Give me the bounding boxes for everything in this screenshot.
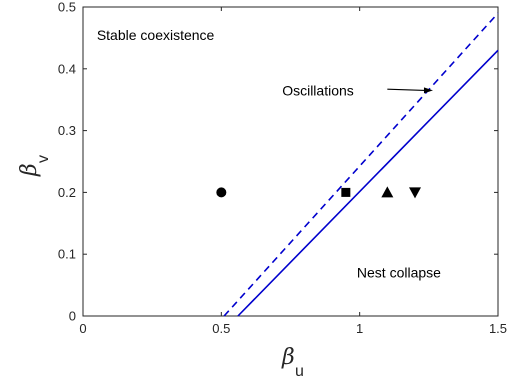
x-axis-label: β u bbox=[281, 345, 304, 380]
y-tick-label: 0.2 bbox=[58, 185, 76, 200]
data-markers bbox=[216, 186, 421, 199]
boundary-lines bbox=[223, 12, 499, 317]
arrow-shaft bbox=[387, 88, 426, 92]
annotation-oscillations: Oscillations bbox=[282, 82, 354, 98]
x-tick-label: 0 bbox=[79, 321, 86, 336]
circle-marker bbox=[216, 187, 227, 198]
solid-boundary-line bbox=[237, 49, 499, 317]
y-tick-label: 0.3 bbox=[58, 123, 76, 138]
x-tick-label: 1 bbox=[356, 321, 363, 336]
arrow-head-icon bbox=[423, 87, 433, 94]
y-tick-label: 0.5 bbox=[58, 0, 76, 15]
x-tick-label: 1.5 bbox=[489, 321, 507, 336]
triangle-down-marker bbox=[409, 187, 421, 199]
plot-area bbox=[82, 6, 499, 317]
axis-ticks: 0 0.5 1 1.5 0 0.1 0.2 0.3 0.4 0.5 bbox=[58, 0, 507, 336]
annotation-stable: Stable coexistence bbox=[97, 27, 215, 43]
y-tick-label: 0 bbox=[69, 309, 76, 324]
dashed-boundary-line bbox=[223, 12, 499, 317]
square-marker bbox=[341, 187, 351, 197]
y-axis-subscript: v bbox=[35, 155, 52, 163]
y-tick-label: 0.1 bbox=[58, 247, 76, 262]
x-axis-subscript: u bbox=[295, 363, 304, 380]
x-axis-symbol: β bbox=[281, 345, 295, 370]
y-axis-label: β v bbox=[17, 155, 52, 177]
triangle-up-marker bbox=[381, 186, 394, 198]
annotations: Stable coexistence Oscillations Nest colla… bbox=[97, 27, 441, 281]
y-tick-label: 0.4 bbox=[58, 61, 76, 76]
y-axis-symbol: β bbox=[17, 163, 42, 177]
x-tick-label: 0.5 bbox=[212, 321, 230, 336]
annotation-nest: Nest collapse bbox=[357, 265, 441, 281]
